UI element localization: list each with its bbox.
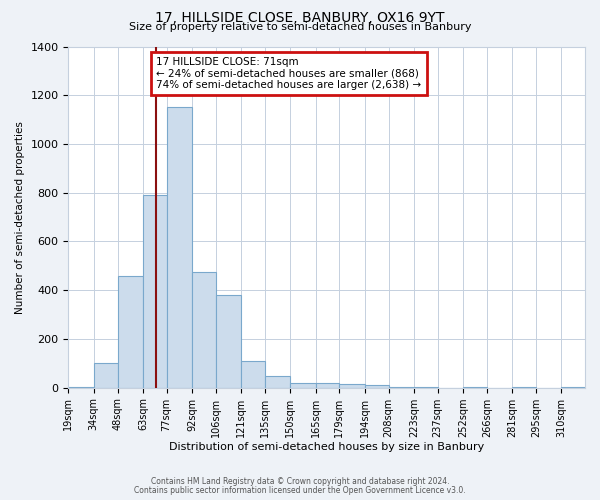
Bar: [561, 386, 585, 388]
Bar: [216, 295, 241, 388]
Bar: [94, 364, 118, 388]
Bar: [463, 386, 487, 388]
Bar: [316, 383, 340, 388]
Bar: [389, 386, 414, 388]
Bar: [290, 383, 316, 388]
Bar: [340, 384, 365, 388]
Bar: [241, 361, 265, 388]
Bar: [365, 386, 389, 388]
Bar: [68, 386, 94, 388]
Bar: [143, 195, 167, 388]
Bar: [512, 386, 536, 388]
X-axis label: Distribution of semi-detached houses by size in Banbury: Distribution of semi-detached houses by …: [169, 442, 484, 452]
Bar: [167, 108, 192, 388]
Text: Contains HM Land Registry data © Crown copyright and database right 2024.: Contains HM Land Registry data © Crown c…: [151, 478, 449, 486]
Bar: [118, 276, 143, 388]
Bar: [265, 376, 290, 388]
Text: Size of property relative to semi-detached houses in Banbury: Size of property relative to semi-detach…: [129, 22, 471, 32]
Bar: [192, 272, 216, 388]
Text: 17 HILLSIDE CLOSE: 71sqm
← 24% of semi-detached houses are smaller (868)
74% of : 17 HILLSIDE CLOSE: 71sqm ← 24% of semi-d…: [156, 56, 421, 90]
Text: 17, HILLSIDE CLOSE, BANBURY, OX16 9YT: 17, HILLSIDE CLOSE, BANBURY, OX16 9YT: [155, 12, 445, 26]
Text: Contains public sector information licensed under the Open Government Licence v3: Contains public sector information licen…: [134, 486, 466, 495]
Bar: [414, 386, 437, 388]
Y-axis label: Number of semi-detached properties: Number of semi-detached properties: [15, 120, 25, 314]
